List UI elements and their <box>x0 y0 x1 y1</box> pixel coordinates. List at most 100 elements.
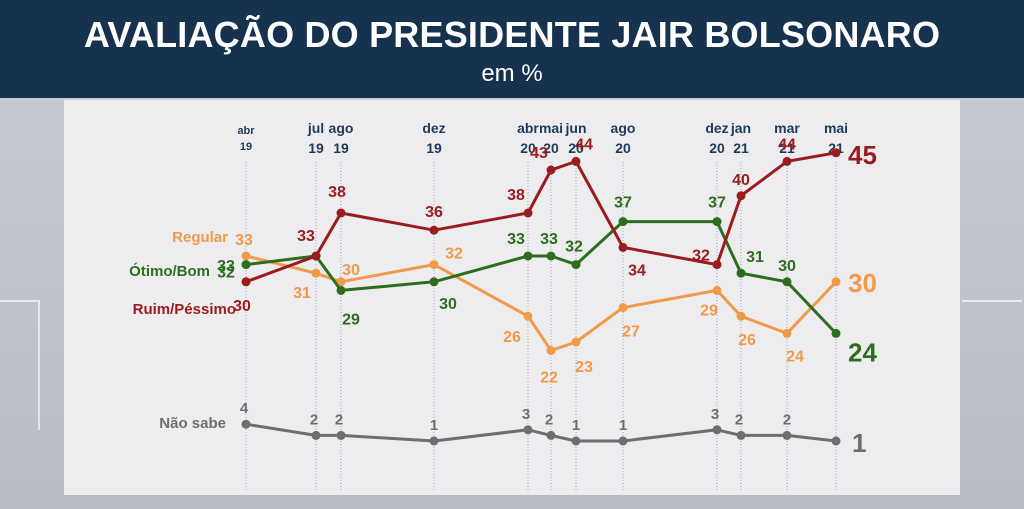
header-banner: AVALIAÇÃO DO PRESIDENTE JAIR BOLSONARO e… <box>0 0 1024 98</box>
data-label-naosabe-3: 1 <box>430 417 438 434</box>
tick-month-0: abr <box>237 125 255 137</box>
point-naosabe-0 <box>241 419 251 429</box>
data-label-otimo-10: 30 <box>778 258 796 275</box>
data-label-regular-10: 24 <box>786 348 804 365</box>
point-ruim-7 <box>618 242 628 252</box>
tick-month-9: jan <box>730 120 751 136</box>
point-naosabe-1 <box>311 430 321 440</box>
tick-month-4: abr <box>517 120 539 136</box>
point-regular-11 <box>831 277 841 287</box>
point-ruim-1 <box>311 251 321 261</box>
tick-year-8: 20 <box>709 140 725 156</box>
tick-month-8: dez <box>705 120 728 136</box>
series-line-ruim <box>245 151 837 284</box>
point-otimo-6 <box>571 260 581 270</box>
data-label-otimo-0: 32 <box>217 265 235 282</box>
data-label-otimo-7: 37 <box>614 195 632 212</box>
data-label-ruim-5: 43 <box>530 145 548 162</box>
tick-month-5: mai <box>539 120 563 136</box>
point-naosabe-7 <box>618 436 628 446</box>
tick-year-0: 19 <box>240 141 252 153</box>
data-label-otimo-9: 31 <box>746 249 764 266</box>
point-ruim-3 <box>429 225 439 235</box>
point-ruim-8 <box>712 260 722 270</box>
data-label-regular-9: 26 <box>738 332 756 349</box>
point-otimo-7 <box>618 217 628 227</box>
point-otimo-9 <box>736 268 746 278</box>
data-label-naosabe-1: 2 <box>310 411 318 428</box>
point-regular-9 <box>736 311 746 321</box>
chart-panel <box>64 100 960 495</box>
point-regular-1 <box>311 268 321 278</box>
data-label-otimo-2: 29 <box>342 311 360 328</box>
field-line-decoration <box>962 300 1022 302</box>
point-naosabe-10 <box>782 430 792 440</box>
point-otimo-4 <box>523 251 533 261</box>
tick-month-10: mar <box>774 120 800 136</box>
point-ruim-6 <box>571 156 581 166</box>
chart-subtitle: em % <box>481 60 543 87</box>
data-label-ruim-3: 36 <box>425 204 443 221</box>
point-regular-2 <box>336 277 346 287</box>
end-label-naosabe: 1 <box>852 428 866 458</box>
point-regular-5 <box>546 346 556 356</box>
point-naosabe-6 <box>571 436 581 446</box>
data-label-regular-6: 23 <box>575 359 593 376</box>
tick-year-7: 20 <box>615 140 631 156</box>
point-naosabe-3 <box>429 436 439 446</box>
data-label-otimo-6: 32 <box>565 239 583 256</box>
tick-month-7: ago <box>611 120 636 136</box>
data-label-ruim-2: 38 <box>328 184 346 201</box>
point-ruim-11 <box>831 148 841 158</box>
point-regular-4 <box>523 311 533 321</box>
point-ruim-4 <box>523 208 533 218</box>
data-label-otimo-4: 33 <box>507 231 525 248</box>
point-naosabe-8 <box>712 425 722 435</box>
data-label-regular-4: 26 <box>503 329 521 346</box>
point-naosabe-2 <box>336 430 346 440</box>
tick-year-5: 20 <box>543 140 559 156</box>
data-label-regular-0: 33 <box>235 232 253 249</box>
point-ruim-9 <box>736 191 746 201</box>
point-regular-8 <box>712 285 722 295</box>
tick-month-6: jun <box>565 120 587 136</box>
point-otimo-8 <box>712 217 722 227</box>
point-regular-3 <box>429 260 439 270</box>
data-label-ruim-10: 44 <box>778 136 796 153</box>
point-regular-7 <box>618 303 628 313</box>
data-label-naosabe-5: 2 <box>545 411 553 428</box>
point-ruim-0 <box>241 277 251 287</box>
end-label-ruim: 45 <box>848 140 877 170</box>
point-otimo-11 <box>831 328 841 338</box>
tick-year-4: 20 <box>520 140 536 156</box>
data-label-ruim-0: 30 <box>233 298 251 315</box>
point-regular-10 <box>782 328 792 338</box>
tick-year-1: 19 <box>308 140 324 156</box>
point-otimo-2 <box>336 285 346 295</box>
data-label-otimo-8: 37 <box>708 195 726 212</box>
point-naosabe-11 <box>831 436 841 446</box>
point-ruim-2 <box>336 208 346 218</box>
point-otimo-10 <box>782 277 792 287</box>
point-naosabe-9 <box>736 430 746 440</box>
point-regular-0 <box>241 251 251 261</box>
end-label-regular: 30 <box>848 268 877 298</box>
field-line-decoration <box>38 300 40 430</box>
data-label-otimo-1: 33 <box>217 258 235 275</box>
point-otimo-5 <box>546 251 556 261</box>
data-label-regular-1: 31 <box>293 285 311 302</box>
legend-otimo: Ótimo/Bom <box>129 262 210 280</box>
legend-ruim: Ruim/Péssimo <box>133 301 236 318</box>
chart-title: AVALIAÇÃO DO PRESIDENTE JAIR BOLSONARO <box>83 14 941 55</box>
data-label-naosabe-4: 3 <box>522 406 530 423</box>
tick-month-2: ago <box>329 120 354 136</box>
legend-naosabe: Não sabe <box>159 415 226 432</box>
data-label-naosabe-7: 1 <box>619 417 627 434</box>
point-ruim-5 <box>546 165 556 175</box>
data-label-naosabe-9: 2 <box>735 411 743 428</box>
data-label-naosabe-0: 4 <box>240 400 249 417</box>
legend-regular: Regular <box>172 229 228 246</box>
data-label-regular-8: 29 <box>700 302 718 319</box>
point-naosabe-4 <box>523 425 533 435</box>
point-otimo-0 <box>241 260 251 270</box>
